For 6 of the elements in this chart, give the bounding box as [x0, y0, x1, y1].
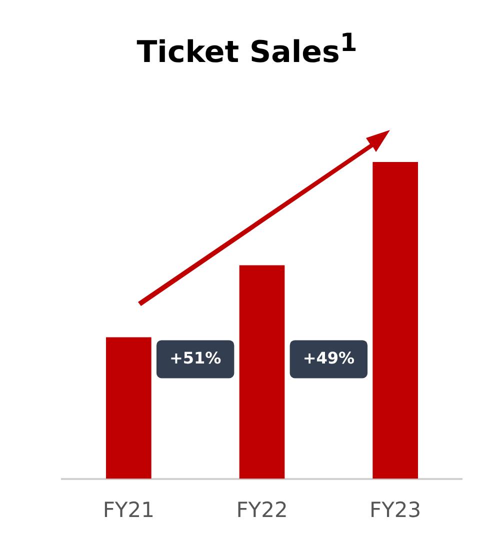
x-tick-label: FY22: [236, 498, 288, 522]
x-tick-label: FY21: [102, 498, 154, 522]
annotation: +51%: [169, 348, 222, 368]
chart-title: Ticket Sales$^{1}$: [136, 28, 358, 70]
x-tick-label: FY23: [370, 498, 422, 522]
annotation: +49%: [302, 348, 355, 368]
